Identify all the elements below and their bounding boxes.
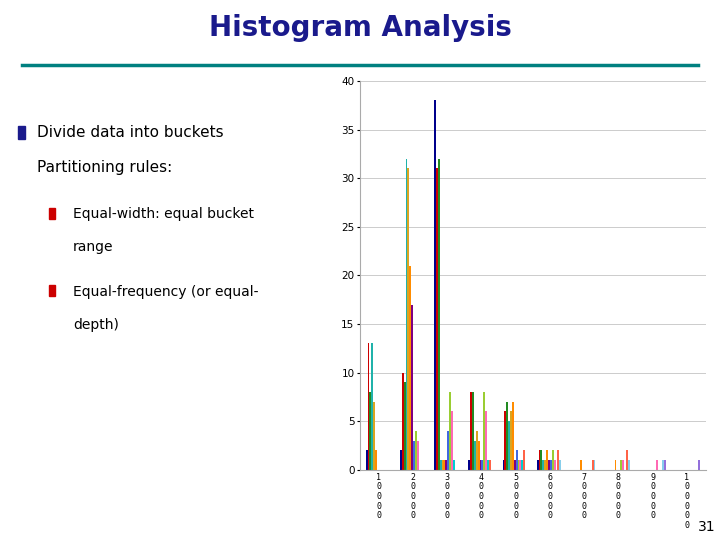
Bar <box>554 460 556 470</box>
Bar <box>402 373 404 470</box>
Bar <box>476 431 477 470</box>
Bar <box>369 392 372 470</box>
Bar <box>444 460 446 470</box>
Bar <box>559 460 561 470</box>
Bar <box>485 411 487 470</box>
Bar <box>552 450 554 470</box>
Text: Histogram Analysis: Histogram Analysis <box>209 14 511 42</box>
Bar <box>405 159 408 470</box>
Bar <box>548 460 550 470</box>
Bar <box>453 460 455 470</box>
Bar <box>49 208 55 219</box>
Bar <box>474 441 476 470</box>
Bar <box>514 460 516 470</box>
Bar <box>375 450 377 470</box>
Bar <box>516 450 518 470</box>
Bar <box>404 382 405 470</box>
Bar <box>592 460 593 470</box>
Bar <box>512 402 514 470</box>
Bar <box>434 100 436 470</box>
Bar <box>49 285 55 296</box>
Bar <box>593 460 595 470</box>
Bar <box>539 450 541 470</box>
Bar <box>482 460 483 470</box>
Bar <box>483 392 485 470</box>
Bar <box>580 460 582 470</box>
Text: depth): depth) <box>73 318 119 332</box>
Bar <box>477 441 480 470</box>
Bar <box>519 460 521 470</box>
Bar <box>521 460 523 470</box>
Bar <box>508 421 510 470</box>
Bar <box>662 460 664 470</box>
Bar <box>436 168 438 470</box>
Bar <box>372 343 373 470</box>
Bar <box>366 450 367 470</box>
Bar <box>373 402 375 470</box>
Text: 31: 31 <box>698 520 716 534</box>
Bar <box>622 460 624 470</box>
Bar <box>470 392 472 470</box>
Bar <box>446 460 447 470</box>
Bar <box>523 450 525 470</box>
Bar <box>468 460 470 470</box>
Bar <box>536 460 539 470</box>
Bar <box>615 460 616 470</box>
Bar <box>546 450 548 470</box>
Bar <box>441 460 444 470</box>
Bar <box>698 460 700 470</box>
Bar <box>451 411 453 470</box>
Text: range: range <box>73 240 113 254</box>
Bar <box>408 168 409 470</box>
Bar <box>411 305 413 470</box>
Bar <box>503 460 505 470</box>
Bar <box>438 159 440 470</box>
Bar <box>620 460 622 470</box>
Bar <box>518 460 519 470</box>
Bar <box>367 343 369 470</box>
Bar <box>664 460 666 470</box>
Bar <box>506 402 508 470</box>
Bar <box>480 460 482 470</box>
Bar <box>447 431 449 470</box>
Bar <box>628 460 629 470</box>
Bar <box>472 392 474 470</box>
Bar <box>657 460 658 470</box>
Bar <box>542 460 544 470</box>
Bar <box>417 441 419 470</box>
Bar <box>409 266 411 470</box>
Bar <box>489 460 491 470</box>
Bar <box>413 441 415 470</box>
Bar <box>449 392 451 470</box>
Bar <box>487 460 489 470</box>
Bar <box>557 450 559 470</box>
Bar <box>510 411 512 470</box>
Bar <box>550 460 552 470</box>
Bar <box>400 450 402 470</box>
Bar <box>17 126 25 139</box>
Bar <box>544 460 546 470</box>
Text: Divide data into buckets: Divide data into buckets <box>37 125 223 140</box>
Text: Partitioning rules:: Partitioning rules: <box>37 160 172 175</box>
Bar <box>505 411 506 470</box>
Bar <box>541 450 542 470</box>
Bar <box>626 450 628 470</box>
Bar <box>415 431 417 470</box>
Bar <box>440 460 441 470</box>
Text: Equal-frequency (or equal-: Equal-frequency (or equal- <box>73 285 258 299</box>
Text: Equal-width: equal bucket: Equal-width: equal bucket <box>73 207 254 221</box>
